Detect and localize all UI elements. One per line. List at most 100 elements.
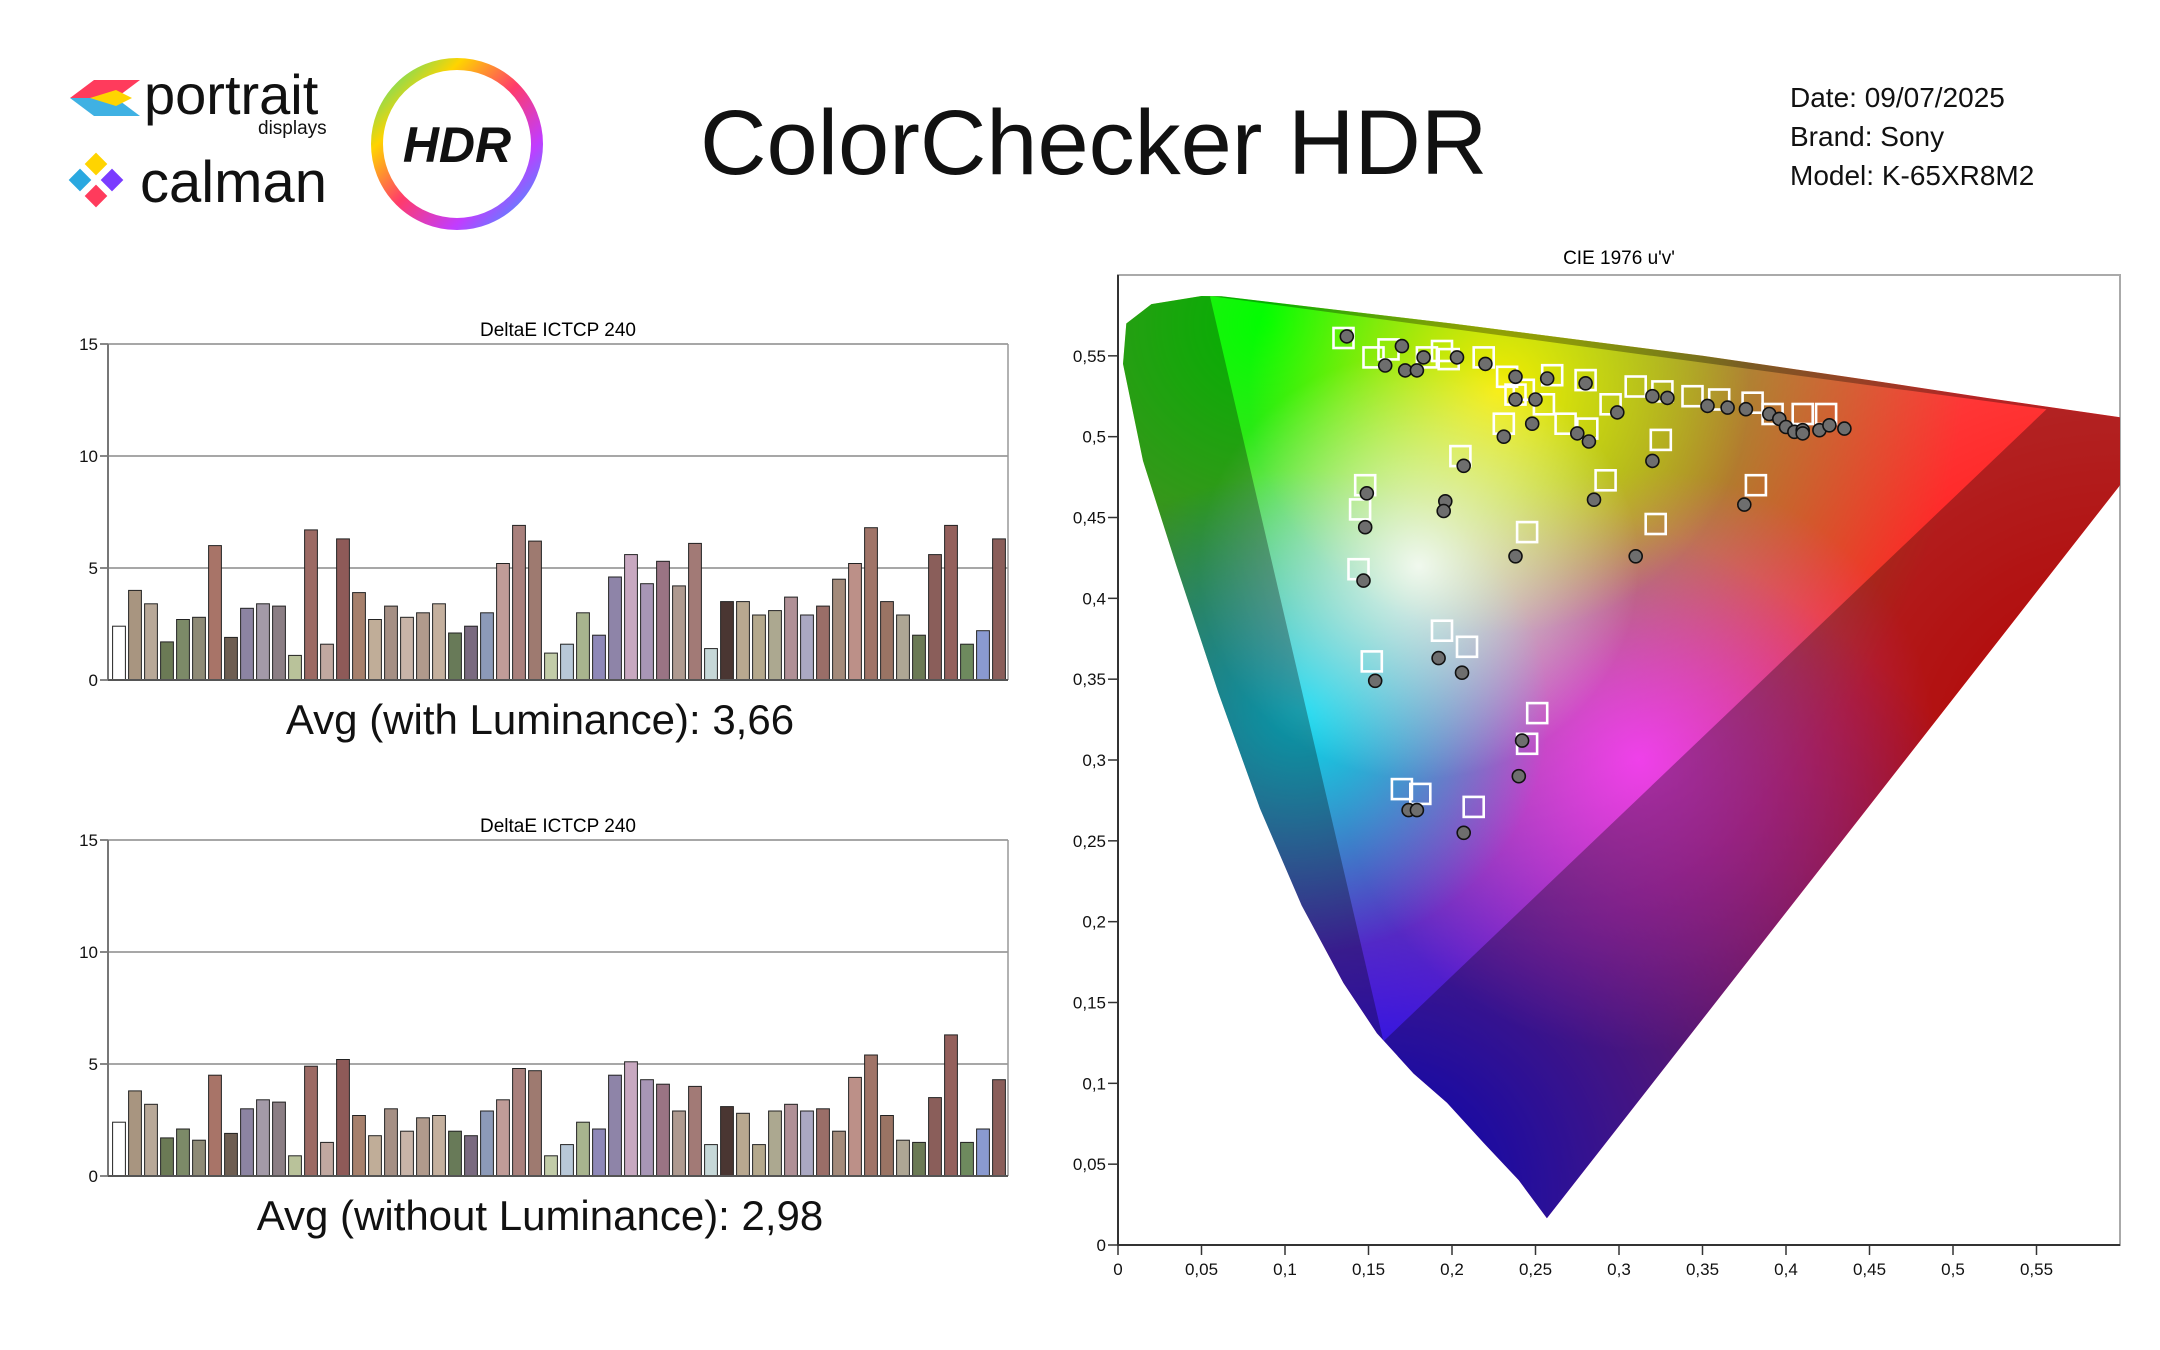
deltae-lum-bar — [128, 589, 142, 681]
cie-ytick-label: 0,5 — [1082, 428, 1106, 447]
cie-target-marker — [1430, 619, 1454, 643]
cie-measured-marker — [1528, 392, 1543, 407]
cie-measured-marker — [1581, 434, 1597, 449]
cie-measured-marker — [1514, 733, 1530, 748]
cie-ytick-label: 0,35 — [1073, 670, 1106, 689]
cie-ytick-label: 0,3 — [1082, 751, 1106, 770]
deltae-lum-bar — [432, 603, 446, 681]
cie-xtick-label: 0,05 — [1185, 1260, 1218, 1279]
deltae-chart-with-luminance-svg: DeltaE ICTCP 240 0 5 10 15 — [79, 320, 1009, 690]
deltae-nolum-bar — [112, 1121, 126, 1177]
deltae-nolum-bar — [912, 1141, 926, 1177]
report-brand: Brand: Sony — [1790, 121, 1945, 152]
cie-xtick-label: 0,35 — [1686, 1260, 1719, 1279]
cie-xtick-label: 0,1 — [1273, 1260, 1297, 1279]
deltae-nolum-bar — [864, 1054, 878, 1177]
deltae-nolum-bar — [672, 1110, 686, 1177]
cie-measured-marker — [1377, 358, 1393, 373]
cie-target-marker — [1360, 650, 1384, 673]
deltae-nolum-bar — [464, 1135, 478, 1177]
deltae-nolum-bar — [320, 1141, 334, 1177]
cie-out-of-gamut-shade — [1123, 296, 2120, 1219]
cie-measured-marker — [1394, 338, 1410, 354]
cie-measured-marker — [1508, 392, 1523, 407]
deltae-lum-bar — [240, 607, 254, 681]
cie-measured-marker — [1357, 519, 1373, 535]
cie-measured-marker — [1367, 673, 1383, 689]
cie-target-marker — [1744, 473, 1768, 497]
cie-measured-marker — [1436, 503, 1452, 519]
cie-xtick-label: 0,2 — [1440, 1260, 1464, 1279]
deltae-lum-bar — [352, 592, 366, 681]
deltae-lum-bar — [624, 554, 638, 681]
deltae-lum-bar — [160, 641, 174, 681]
deltae-nolum-bar — [848, 1076, 862, 1177]
cie-measured-marker — [1628, 548, 1644, 564]
deltae-lum-bar — [544, 652, 558, 681]
deltae-lum-bar — [176, 619, 190, 681]
deltae-nolum-bar — [240, 1108, 254, 1177]
cie-measured-marker — [1449, 350, 1465, 365]
cie-target-marker — [1512, 378, 1536, 402]
cie-ytick-label: 0,45 — [1073, 509, 1106, 528]
cie-measured-marker — [1539, 371, 1555, 386]
cie-measured-marker — [1456, 458, 1472, 474]
deltae-nolum-bar — [160, 1137, 174, 1177]
deltae-nolum-bar — [448, 1130, 462, 1177]
deltae-lum-bar — [144, 603, 158, 681]
deltae-lum-bar — [368, 619, 382, 681]
deltae-nolum-bar — [400, 1130, 414, 1177]
deltae-nolum-bar — [560, 1144, 574, 1177]
deltae-nolum-bar — [784, 1103, 798, 1177]
cie-measured-marker — [1700, 398, 1715, 414]
cie-chart-title: CIE 1976 u'v' — [1563, 248, 1675, 269]
deltae-nolum-bar — [384, 1108, 398, 1177]
cie-measured-marker — [1356, 573, 1371, 588]
deltae-lum-bar — [768, 610, 782, 681]
deltae-nolum-bar — [976, 1128, 990, 1177]
cie-xtick-label: 0,15 — [1352, 1260, 1385, 1279]
deltae-lum-bar — [112, 625, 126, 681]
deltae-lum-bar — [864, 527, 878, 681]
deltae-lum-ytick-label: 15 — [79, 335, 98, 354]
deltae-nolum-bar — [800, 1110, 814, 1177]
deltae-nolum-bar — [496, 1099, 510, 1177]
cie-1976-chart-svg: CIE 1976 u'v' 0 0,05 0,1 0,15 0,2 0,25 0,3 0,35 0… — [1073, 248, 2121, 1279]
portrait-wordmark: portrait — [144, 63, 319, 126]
deltae-nolum-ytick-label: 10 — [79, 943, 98, 962]
deltae-nolum-bar — [208, 1074, 222, 1177]
deltae-nolum-bar — [640, 1079, 654, 1177]
deltae-nolum-bar — [432, 1115, 446, 1177]
deltae-nolum-ytick-label: 0 — [89, 1167, 98, 1186]
deltae-lum-bar — [208, 545, 222, 681]
deltae-nolum-bar — [128, 1090, 142, 1177]
deltae-nolum-bar — [368, 1135, 382, 1177]
cie-target-marker — [1681, 384, 1704, 408]
cie-measured-marker — [1645, 453, 1660, 469]
deltae-nolum-bar — [528, 1070, 542, 1177]
deltae-lum-bar — [944, 524, 958, 681]
cie-xtick-label: 0,5 — [1941, 1260, 1965, 1279]
report-meta: Date: 09/07/2025 Brand: Sony Model: K-65… — [1790, 78, 2034, 195]
calman-logo: calman — [68, 150, 327, 215]
deltae-lum-bar — [912, 634, 926, 681]
cie-measured-marker — [1511, 768, 1527, 784]
deltae-nolum-bar — [624, 1061, 638, 1177]
deltae-nolum-bar — [896, 1139, 910, 1177]
deltae-nolum-ytick-label: 15 — [79, 831, 98, 850]
deltae-lum-bar — [560, 643, 574, 681]
deltae-lum-bar — [336, 538, 350, 681]
deltae-nolum-bar — [880, 1115, 894, 1177]
deltae-nolum-title: DeltaE ICTCP 240 — [480, 816, 636, 837]
deltae-nolum-bar — [544, 1155, 558, 1177]
deltae-nolum-ytick-label: 5 — [89, 1055, 98, 1074]
deltae-lum-bar — [992, 538, 1006, 681]
cie-measured-marker — [1478, 356, 1493, 372]
deltae-nolum-bar — [480, 1110, 494, 1177]
deltae-lum-bar — [656, 560, 670, 681]
deltae-nolum-bar — [736, 1112, 750, 1177]
cie-1976-chart: CIE 1976 u'v' 0 0,05 0,1 0,15 0,2 0,25 0,3 0,35 0… — [1050, 240, 2130, 1300]
deltae-nolum-bar — [352, 1115, 366, 1177]
cie-target-marker — [1515, 520, 1539, 544]
deltae-nolum-bar — [720, 1106, 734, 1177]
